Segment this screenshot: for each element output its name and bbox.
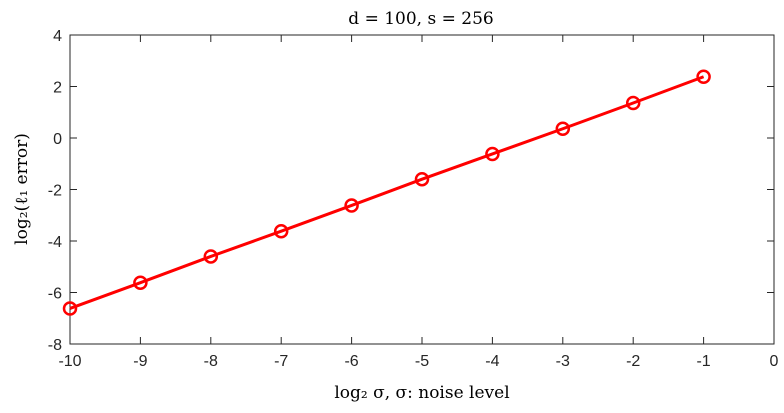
- x-tick-label: -1: [696, 353, 710, 370]
- data-point-marker: [344, 198, 359, 213]
- y-tick-label: 4: [53, 28, 62, 45]
- y-tick-label: 2: [53, 80, 62, 97]
- y-axis-label: log₂(ℓ₁ error): [12, 133, 32, 245]
- x-tick-label: -5: [415, 353, 429, 370]
- data-point-marker: [625, 95, 641, 111]
- data-point-marker: [696, 69, 711, 84]
- y-tick-label: -4: [48, 234, 62, 251]
- x-tick-label: -8: [204, 353, 218, 370]
- x-tick-label: -4: [485, 353, 499, 370]
- y-tick-label: -8: [48, 337, 62, 354]
- series-line: [69, 75, 705, 310]
- x-tick-label: 0: [770, 353, 779, 370]
- data-point-marker: [555, 121, 571, 136]
- y-tick-label: 0: [53, 131, 62, 148]
- x-tick-label: -6: [344, 353, 358, 370]
- data-point-marker: [62, 301, 78, 316]
- data-point-marker: [414, 171, 430, 187]
- y-tick-label: -6: [48, 286, 62, 303]
- x-tick-label: -2: [626, 353, 640, 370]
- x-tick-label: -7: [274, 353, 288, 370]
- y-tick-label: -2: [48, 183, 62, 200]
- data-point-marker: [273, 223, 289, 239]
- series-layer: [62, 69, 711, 316]
- data-point-marker: [485, 146, 500, 162]
- x-tick-label: -3: [556, 353, 570, 370]
- chart-title: d = 100, s = 256: [348, 9, 493, 29]
- data-point-marker: [203, 249, 219, 264]
- x-axis-label: log₂ σ, σ: noise level: [334, 383, 509, 403]
- x-tick-label: -9: [133, 353, 147, 370]
- plot-area-frame: [69, 34, 775, 345]
- x-tick-label: -10: [58, 353, 81, 370]
- data-point-marker: [133, 275, 148, 290]
